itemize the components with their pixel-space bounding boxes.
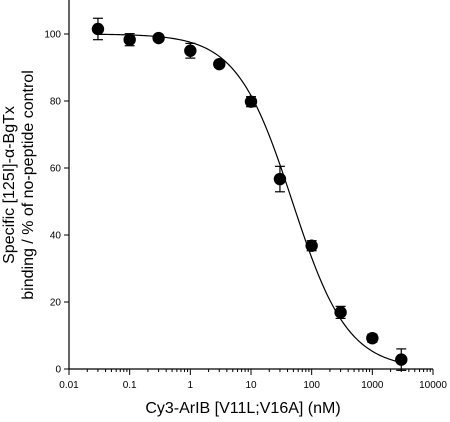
x-tick-label: 10 [245, 380, 257, 391]
data-point [244, 95, 258, 108]
x-axis-title: Cy3-ArIB [V11L;V16A] (nM) [145, 400, 340, 417]
data-point [213, 57, 226, 71]
data-point [334, 306, 347, 319]
x-tick-label: 1000 [361, 380, 384, 391]
y-tick-label: 100 [44, 30, 61, 41]
data-point [123, 33, 136, 46]
data-point [273, 172, 287, 186]
y-axis-title: Specific [125I]-α-BgTx binding / % of no… [1, 70, 37, 299]
x-tick-label: 0.1 [123, 380, 137, 391]
plot-area: 0 20 40 60 80 100 0.01 0.1 1 10 100 1000 10000 [44, 0, 447, 391]
y-tick-label: 60 [50, 164, 62, 175]
y-axis-title-line-2: binding / % of no-peptide control [20, 70, 37, 299]
x-tick-label: 100 [303, 380, 320, 391]
x-tick-label: 10000 [419, 380, 447, 391]
x-tick-label: 0.01 [59, 380, 79, 391]
data-point [184, 44, 197, 57]
y-tick-label: 0 [55, 365, 61, 376]
data-point [152, 31, 165, 45]
y-tick-label: 80 [50, 97, 62, 108]
data-point [395, 353, 408, 366]
y-axis-title-line-1: Specific [125I]-α-BgTx [1, 106, 18, 264]
data-point [91, 22, 105, 36]
data-point [305, 239, 318, 252]
x-tick-label: 1 [188, 380, 194, 391]
y-tick-label: 20 [50, 298, 62, 309]
data-point [366, 331, 379, 345]
y-tick-label: 40 [50, 231, 62, 242]
fit-curve [97, 33, 402, 364]
